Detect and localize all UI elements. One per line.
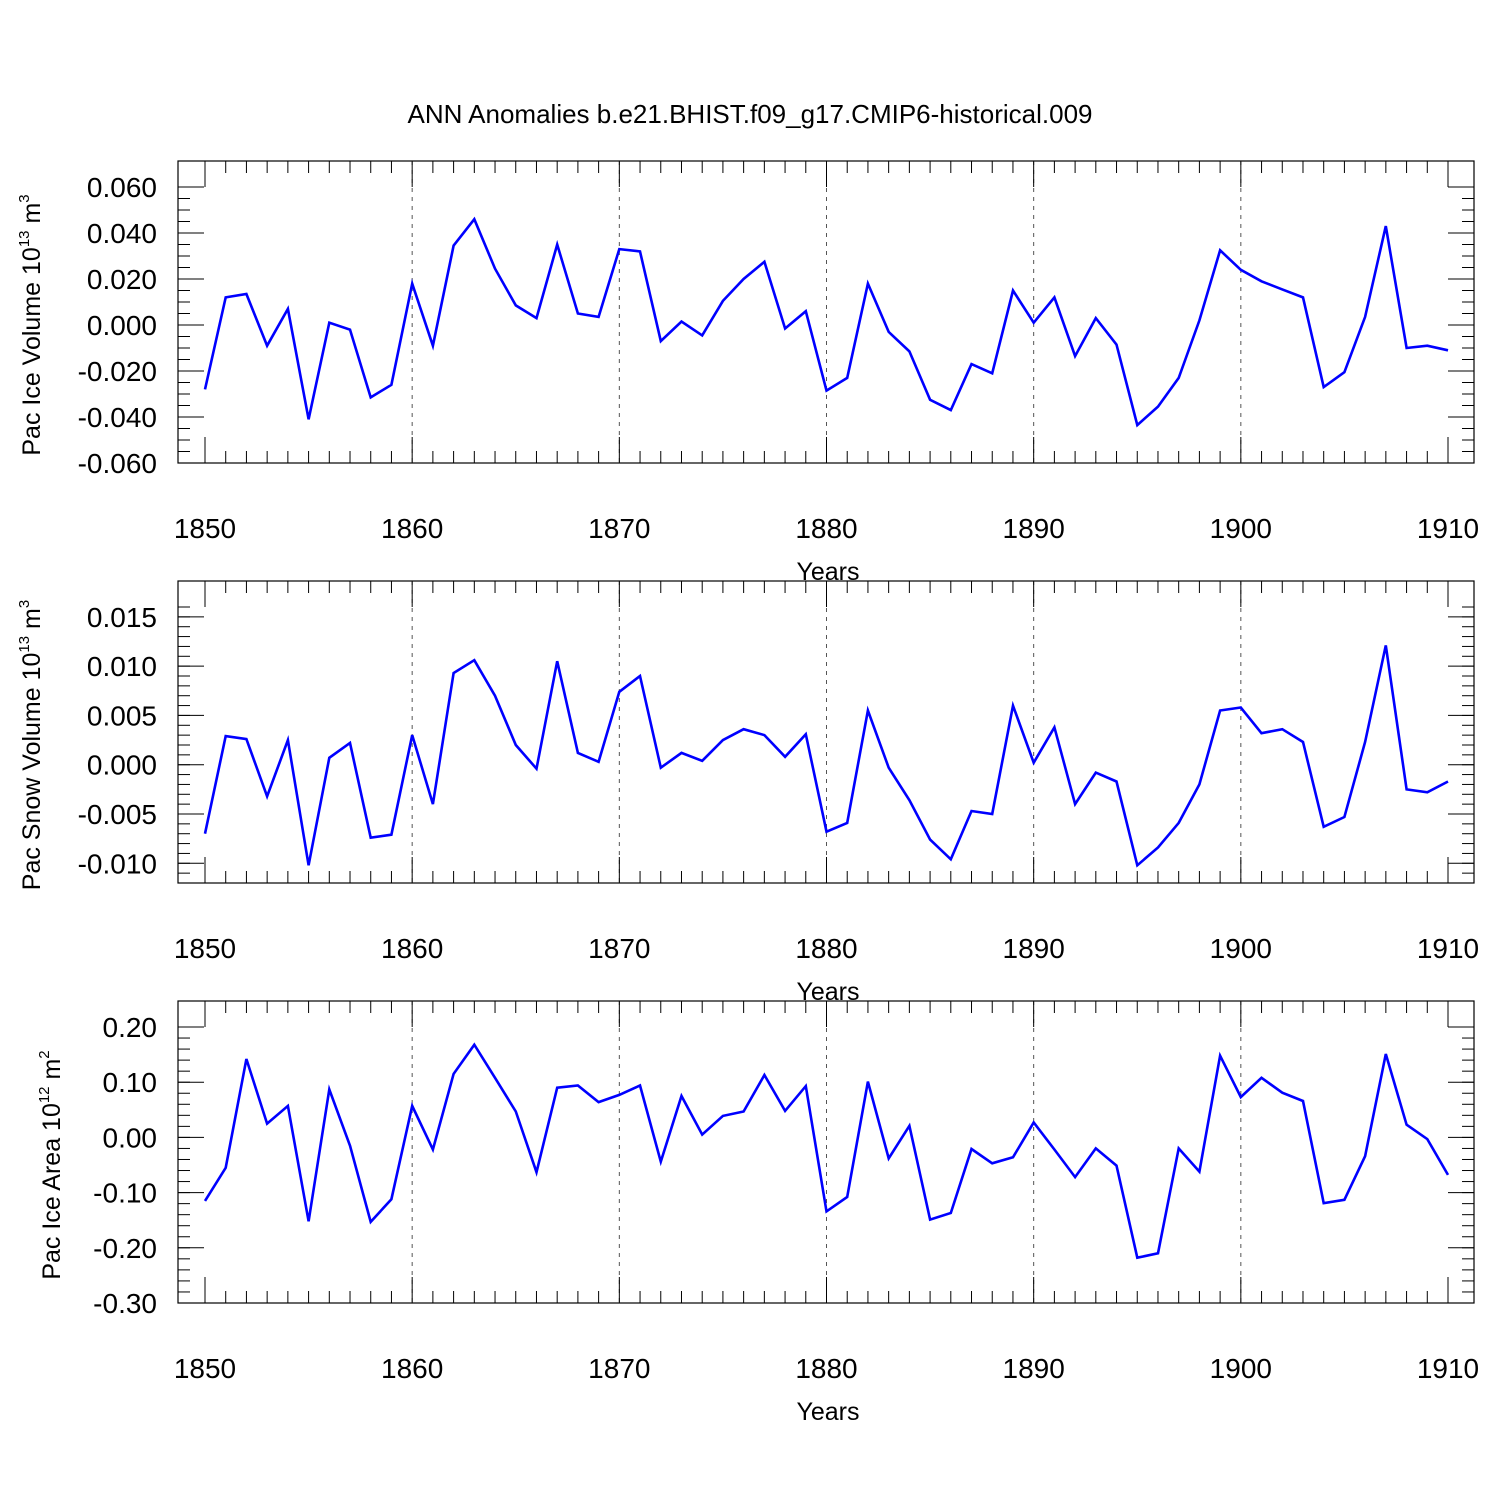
y-tick-label: 0.10 — [103, 1067, 158, 1098]
x-tick-label: 1880 — [795, 1353, 857, 1384]
x-tick-label: 1910 — [1417, 513, 1479, 544]
x-tick-label: 1910 — [1417, 933, 1479, 964]
series-line — [203, 216, 1449, 428]
y-axis-title-text: Pac Ice Volume 10 — [18, 247, 46, 455]
series-line — [203, 1042, 1450, 1260]
x-tick-label: 1870 — [588, 933, 650, 964]
y-axis-title: Pac Snow Volume 1013 m3 — [16, 600, 46, 890]
y-axis-title-exponent: 12 — [36, 1086, 53, 1103]
y-tick-label: 0.005 — [87, 700, 157, 731]
x-tick-label: 1890 — [1003, 933, 1065, 964]
y-axis-title: Pac Ice Area 1012 m2 — [36, 1050, 66, 1279]
x-tick-label: 1860 — [381, 513, 443, 544]
x-tick-label: 1870 — [588, 513, 650, 544]
y-tick-label: -0.005 — [78, 799, 157, 830]
y-axis-title-unit: m — [38, 1059, 66, 1087]
x-tick-label: 1890 — [1003, 1353, 1065, 1384]
x-tick-label: 1860 — [381, 1353, 443, 1384]
y-tick-label: -0.30 — [93, 1288, 157, 1319]
y-tick-label: 0.040 — [87, 218, 157, 249]
x-tick-label: 1850 — [174, 933, 236, 964]
y-tick-label: 0.00 — [103, 1122, 158, 1153]
y-tick-label: -0.10 — [93, 1178, 157, 1209]
y-tick-label: -0.060 — [78, 448, 157, 479]
y-axis-title-text: Pac Snow Volume 10 — [18, 653, 46, 891]
y-tick-label: 0.000 — [87, 310, 157, 341]
x-tick-label: 1910 — [1417, 1353, 1479, 1384]
y-axis-title-exponent: 13 — [16, 636, 33, 653]
y-tick-label: -0.010 — [78, 848, 157, 879]
figure-title: ANN Anomalies b.e21.BHIST.f09_g17.CMIP6-… — [407, 99, 1092, 129]
y-tick-label: 0.060 — [87, 172, 157, 203]
y-axis-title-unit: m — [18, 608, 46, 636]
y-axis-title-unit-exponent: 3 — [16, 600, 33, 608]
y-tick-label: 0.000 — [87, 750, 157, 781]
panel-snow-volume: 1850 1860 1870 1880 1890 1900 1910Years0.0150.… — [16, 580, 1479, 1006]
series-line — [203, 645, 1449, 868]
y-axis-title-text: Pac Ice Area 10 — [38, 1103, 66, 1280]
y-tick-label: 0.015 — [87, 602, 157, 633]
y-axis-title-unit: m — [18, 203, 46, 231]
y-axis-title-exponent: 13 — [16, 230, 33, 247]
x-tick-label: 1880 — [795, 933, 857, 964]
x-tick-label: 1880 — [795, 513, 857, 544]
y-axis-title-unit-exponent: 3 — [16, 194, 33, 202]
x-tick-label: 1900 — [1210, 933, 1272, 964]
y-axis-title: Pac Ice Volume 1013 m3 — [16, 194, 46, 455]
x-tick-label: 1850 — [174, 1353, 236, 1384]
panel-ice-area: 1850 1860 1870 1880 1890 1900 1910 Years 0.20 0.1… — [36, 1000, 1479, 1426]
x-tick-label: 1890 — [1003, 513, 1065, 544]
y-tick-label: 0.010 — [87, 651, 157, 682]
x-tick-label: 1850 — [174, 513, 236, 544]
y-tick-label: 0.020 — [87, 264, 157, 295]
y-tick-label: -0.020 — [78, 356, 157, 387]
x-tick-label: 1900 — [1210, 1353, 1272, 1384]
y-tick-label: -0.20 — [93, 1233, 157, 1264]
y-tick-label: -0.040 — [78, 402, 157, 433]
y-axis-title-unit-exponent: 2 — [36, 1050, 53, 1058]
panel-ice-volume: 1850 1860 1870 1880 1890 1900 1910Years0.0600.… — [16, 160, 1479, 586]
x-tick-label: 1900 — [1210, 513, 1272, 544]
y-tick-label: 0.20 — [103, 1012, 158, 1043]
x-tick-label: 1860 — [381, 933, 443, 964]
x-axis-title: Years — [796, 1398, 859, 1426]
x-tick-label: 1870 — [588, 1353, 650, 1384]
